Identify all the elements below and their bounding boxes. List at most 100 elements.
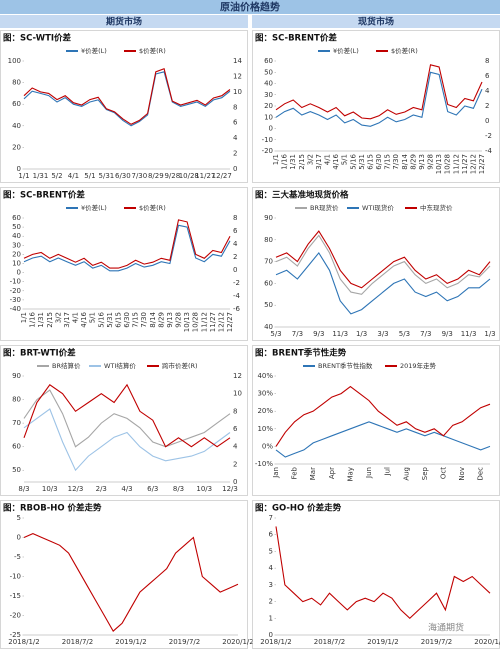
x-tick-label: 12/12 <box>217 312 225 332</box>
chart-title: 图：GO-HO 价差走势 <box>255 503 342 514</box>
y2-tick-label: -4 <box>233 292 241 300</box>
series-line <box>23 389 231 448</box>
x-tick-label: 10/28 <box>179 172 199 180</box>
x-tick-label: 6/3 <box>147 485 158 493</box>
series-line <box>23 224 231 272</box>
column-title: 期货市场 <box>106 16 142 28</box>
x-tick-label: 1/16 <box>29 311 37 327</box>
y2-tick-label: 10 <box>233 390 242 398</box>
x-tick-label: 4/1 <box>68 172 79 180</box>
y-tick-label: 0 <box>269 125 273 133</box>
x-tick-label: 4/3 <box>121 485 132 493</box>
x-tick-label: Oct <box>439 467 447 479</box>
x-tick-label: 12/27 <box>226 312 234 332</box>
column-bar <box>0 15 248 28</box>
y-tick-label: 50 <box>12 223 21 231</box>
x-tick-label: 9/3 <box>442 330 453 338</box>
x-tick-label: 12/3 <box>222 485 238 493</box>
x-tick-label: 5/1 <box>89 312 97 323</box>
x-tick-label: 2018/1/2 <box>8 638 39 646</box>
series-line <box>23 219 231 269</box>
y-tick-label: 7 <box>269 514 273 522</box>
y-tick-label: 60 <box>264 279 273 287</box>
x-tick-label: 4/1 <box>72 312 80 323</box>
x-tick-label: 11/12 <box>200 312 208 332</box>
page-title: 原油价格趋势 <box>220 1 280 14</box>
y2-tick-label: 4 <box>233 240 238 248</box>
x-tick-label: 1/1 <box>18 172 29 180</box>
y-tick-label: -15 <box>10 592 21 600</box>
y2-tick-label: 12 <box>233 372 242 380</box>
x-tick-label: 5/31 <box>106 312 114 328</box>
y2-tick-label: 2 <box>233 150 237 158</box>
x-tick-label: 1/3 <box>484 330 495 338</box>
y-tick-label: 10 <box>12 260 21 268</box>
panel <box>0 345 248 496</box>
y2-tick-label: 6 <box>233 119 238 127</box>
x-tick-label: 3/2 <box>54 312 62 323</box>
x-tick-label: 2019/1/2 <box>367 638 398 646</box>
x-tick-label: Mar <box>309 467 317 480</box>
x-tick-label: 2020/1/2 <box>222 638 253 646</box>
x-tick-label: 1/3 <box>356 330 367 338</box>
y-tick-label: 20 <box>12 143 21 151</box>
series-line <box>23 408 231 472</box>
y-tick-label: 1 <box>269 614 273 622</box>
y-tick-label: 2 <box>269 598 273 606</box>
watermark: 海通期货 <box>428 622 464 634</box>
x-tick-label: 2018/1/2 <box>260 638 291 646</box>
y2-tick-label: -4 <box>485 147 493 155</box>
y2-tick-label: 6 <box>485 72 490 80</box>
series-line <box>23 67 231 125</box>
x-tick-label: 5/16 <box>349 153 357 169</box>
x-tick-label: 5/31 <box>99 172 115 180</box>
y-tick-label: -10% <box>255 460 273 468</box>
y-tick-label: 40 <box>264 323 273 331</box>
y2-tick-label: 10 <box>233 88 242 96</box>
x-tick-label: 5/31 <box>358 154 366 170</box>
x-tick-label: 11/12 <box>452 154 460 174</box>
series-line <box>275 234 491 295</box>
y2-tick-label: 8 <box>485 57 489 65</box>
y-tick-label: 40 <box>264 80 273 88</box>
x-tick-label: Dec <box>477 467 485 481</box>
y-tick-label: 40 <box>12 232 21 240</box>
y-tick-label: 60 <box>12 214 21 222</box>
x-tick-label: 10/13 <box>435 154 443 174</box>
y-tick-label: 3 <box>269 581 273 589</box>
x-tick-label: 10/3 <box>42 485 58 493</box>
y-tick-label: 5 <box>17 514 21 522</box>
x-tick-label: 7/15 <box>132 312 140 328</box>
legend-label: ¥价差(L) <box>81 46 107 55</box>
y-tick-label: 80 <box>12 79 21 87</box>
y-tick-label: 4 <box>269 564 274 572</box>
y2-tick-label: 14 <box>233 57 242 65</box>
y2-tick-label: 2 <box>485 102 489 110</box>
chart-title: 图：BRT-WTI价差 <box>3 348 76 359</box>
x-tick-label: 4/16 <box>80 311 88 327</box>
x-tick-label: 1/16 <box>281 153 289 169</box>
chart-title: 图：BRENT季节性走势 <box>255 348 347 359</box>
x-tick-label: Aug <box>402 467 410 481</box>
x-tick-label: 9/28 <box>164 172 180 180</box>
panel <box>0 30 248 183</box>
x-tick-label: 5/3 <box>270 330 281 338</box>
y-tick-label: 90 <box>264 214 273 222</box>
y-tick-label: 20 <box>12 250 21 258</box>
x-tick-label: 6/30 <box>115 172 131 180</box>
y2-tick-label: 12 <box>233 72 242 80</box>
y2-tick-label: 4 <box>233 134 238 142</box>
x-tick-label: 3/17 <box>315 154 323 170</box>
y-tick-label: 20% <box>257 407 273 415</box>
y-tick-label: 70 <box>12 419 21 427</box>
x-tick-label: 2018/7/2 <box>314 638 345 646</box>
y-tick-label: 90 <box>12 372 21 380</box>
y-tick-label: -40 <box>10 305 21 313</box>
x-tick-label: 7/30 <box>140 312 148 328</box>
x-tick-label: 11/27 <box>195 172 215 180</box>
x-tick-label: 9/13 <box>418 154 426 170</box>
y-tick-label: 0 <box>269 631 273 639</box>
y-tick-label: 70 <box>264 258 273 266</box>
y2-tick-label: 6 <box>233 227 238 235</box>
